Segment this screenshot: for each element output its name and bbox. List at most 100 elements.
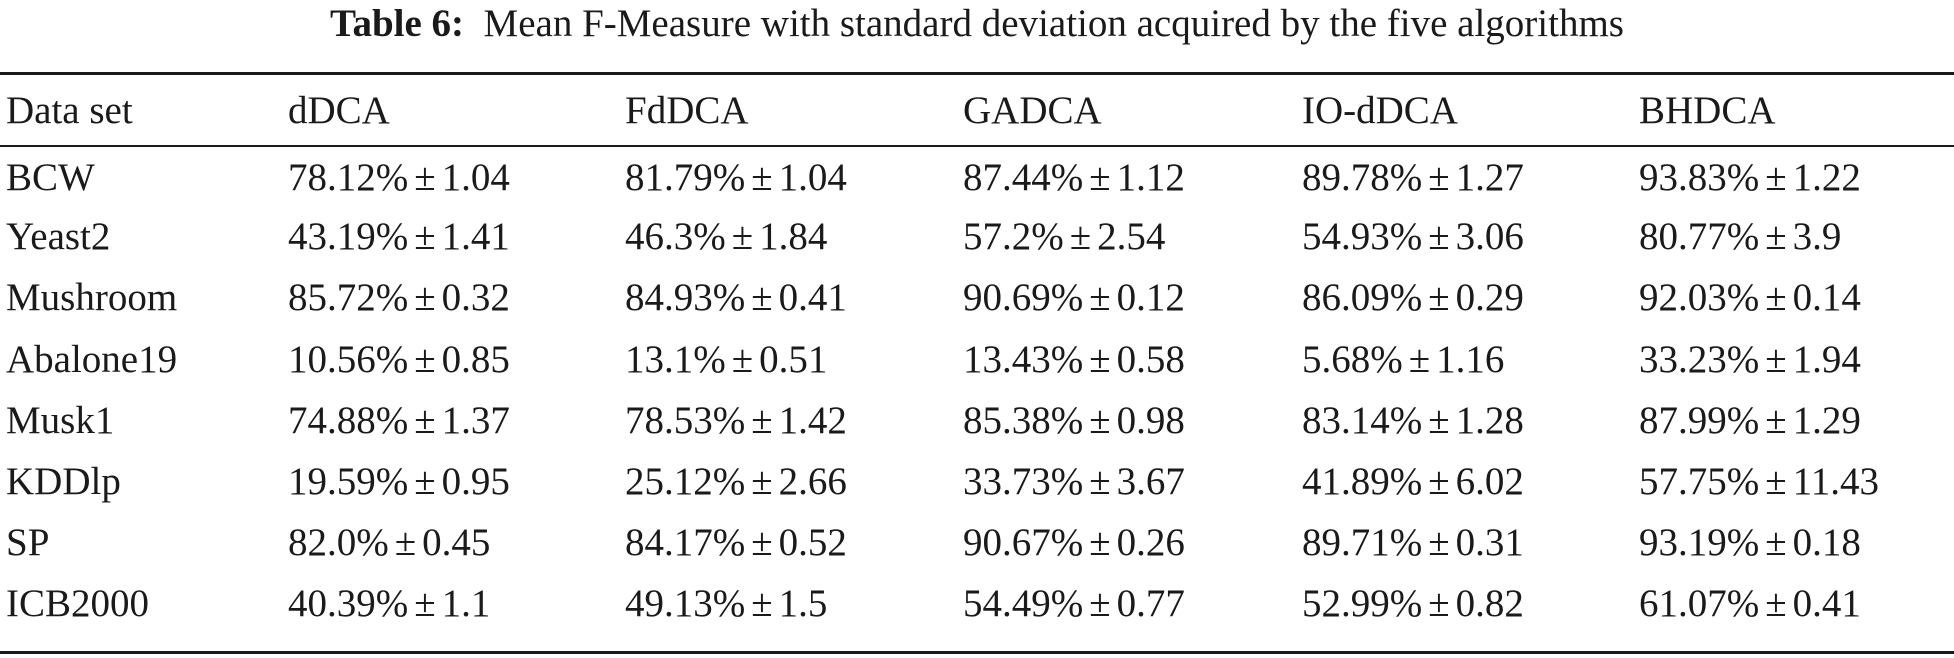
bottom-rule (0, 651, 1954, 654)
std-dev-value: 0.45 (422, 521, 491, 565)
value-cell: 57.2% ±2.54 (963, 206, 1302, 267)
plus-minus-symbol: ± (751, 582, 773, 626)
plus-minus-symbol: ± (394, 521, 417, 565)
table-row: Yeast2 43.19% ±1.41 46.3% ±1.84 57.2% ±2.54 54.… (0, 206, 1954, 267)
value-cell: 61.07% ±0.41 (1639, 573, 1954, 634)
plus-minus-symbol: ± (1765, 582, 1787, 626)
dataset-cell: KDDlp (6, 460, 121, 504)
std-dev-value: 1.94 (1792, 337, 1861, 381)
mean-value: 81.79% (625, 156, 746, 200)
header-fdca: FdDCA (625, 88, 749, 132)
plus-minus-symbol: ± (1089, 460, 1111, 504)
value-cell: 80.77% ±3.9 (1639, 206, 1954, 267)
std-dev-value: 1.12 (1116, 156, 1185, 200)
value-cell: 93.19% ±0.18 (1639, 512, 1954, 573)
plus-minus-symbol: ± (751, 276, 773, 320)
value-cell: 19.59% ±0.95 (288, 451, 625, 512)
plus-minus-symbol: ± (1089, 337, 1111, 381)
mean-value: 10.56% (288, 337, 409, 381)
std-dev-value: 0.58 (1116, 337, 1185, 381)
std-dev-value: 0.51 (759, 337, 828, 381)
mean-value: 13.1% (625, 337, 726, 381)
plus-minus-symbol: ± (751, 521, 773, 565)
value-cell: 78.53% ±1.42 (625, 390, 963, 451)
value-cell: 13.43% ±0.58 (963, 329, 1302, 390)
std-dev-value: 0.41 (778, 276, 847, 320)
plus-minus-symbol: ± (1428, 276, 1450, 320)
value-cell: 85.72% ±0.32 (288, 267, 625, 328)
plus-minus-symbol: ± (1428, 156, 1450, 200)
value-cell: 33.73% ±3.67 (963, 451, 1302, 512)
mean-value: 92.03% (1639, 276, 1760, 320)
std-dev-value: 0.31 (1455, 521, 1524, 565)
mean-value: 90.67% (963, 521, 1084, 565)
mean-value: 25.12% (625, 460, 746, 504)
std-dev-value: 1.5 (778, 582, 828, 626)
mean-value: 93.83% (1639, 156, 1760, 200)
value-cell: 81.79% ±1.04 (625, 145, 963, 206)
mean-value: 93.19% (1639, 521, 1760, 565)
std-dev-value: 0.98 (1116, 398, 1185, 442)
mean-value: 40.39% (288, 582, 409, 626)
value-cell: 93.83% ±1.22 (1639, 145, 1954, 206)
mean-value: 80.77% (1639, 215, 1760, 259)
header-row: Data set dDCA FdDCA GADCA IO-dDCA BHDCA (0, 75, 1954, 145)
plus-minus-symbol: ± (1765, 398, 1787, 442)
std-dev-value: 1.42 (778, 398, 847, 442)
dataset-cell: SP (6, 521, 50, 565)
plus-minus-symbol: ± (1428, 521, 1450, 565)
mean-value: 43.19% (288, 215, 409, 259)
plus-minus-symbol: ± (414, 460, 436, 504)
std-dev-value: 0.26 (1116, 521, 1185, 565)
value-cell: 57.75% ±11.43 (1639, 451, 1954, 512)
std-dev-value: 1.28 (1455, 398, 1524, 442)
value-cell: 13.1% ±0.51 (625, 329, 963, 390)
std-dev-value: 0.41 (1792, 582, 1861, 626)
value-cell: 74.88% ±1.37 (288, 390, 625, 451)
value-cell: 46.3% ±1.84 (625, 206, 963, 267)
mean-value: 83.14% (1302, 398, 1423, 442)
caption-text: Mean F-Measure with standard deviation a… (483, 2, 1624, 45)
mean-value: 87.44% (963, 156, 1084, 200)
plus-minus-symbol: ± (1428, 215, 1450, 259)
std-dev-value: 1.41 (441, 215, 510, 259)
mean-value: 33.23% (1639, 337, 1760, 381)
mean-value: 78.53% (625, 398, 746, 442)
mean-value: 84.17% (625, 521, 746, 565)
mean-value: 54.49% (963, 582, 1084, 626)
value-cell: 49.13% ±1.5 (625, 573, 963, 634)
plus-minus-symbol: ± (1089, 521, 1111, 565)
value-cell: 92.03% ±0.14 (1639, 267, 1954, 328)
plus-minus-symbol: ± (414, 582, 436, 626)
mean-value: 33.73% (963, 460, 1084, 504)
std-dev-value: 0.29 (1455, 276, 1524, 320)
plus-minus-symbol: ± (1428, 582, 1450, 626)
mean-value: 86.09% (1302, 276, 1423, 320)
value-cell: 84.17% ±0.52 (625, 512, 963, 573)
table-body: BCW 78.12% ±1.04 81.79% ±1.04 87.44% ±1.12 89.7… (0, 145, 1954, 635)
value-cell: 83.14% ±1.28 (1302, 390, 1639, 451)
plus-minus-symbol: ± (414, 398, 436, 442)
value-cell: 85.38% ±0.98 (963, 390, 1302, 451)
mean-value: 46.3% (625, 215, 726, 259)
mean-value: 78.12% (288, 156, 409, 200)
plus-minus-symbol: ± (414, 215, 436, 259)
mean-value: 13.43% (963, 337, 1084, 381)
value-cell: 78.12% ±1.04 (288, 145, 625, 206)
value-cell: 43.19% ±1.41 (288, 206, 625, 267)
header-gadca: GADCA (963, 88, 1102, 132)
table-row: BCW 78.12% ±1.04 81.79% ±1.04 87.44% ±1.12 89.7… (0, 145, 1954, 206)
std-dev-value: 1.37 (441, 398, 510, 442)
plus-minus-symbol: ± (1765, 521, 1787, 565)
plus-minus-symbol: ± (1089, 276, 1111, 320)
value-cell: 87.99% ±1.29 (1639, 390, 1954, 451)
std-dev-value: 2.54 (1097, 215, 1166, 259)
value-cell: 5.68% ±1.16 (1302, 329, 1639, 390)
value-cell: 33.23% ±1.94 (1639, 329, 1954, 390)
std-dev-value: 2.66 (778, 460, 847, 504)
value-cell: 89.78% ±1.27 (1302, 145, 1639, 206)
value-cell: 25.12% ±2.66 (625, 451, 963, 512)
std-dev-value: 1.1 (441, 582, 491, 626)
table-row: SP 82.0% ±0.45 84.17% ±0.52 90.67% ±0.26 89.71%… (0, 512, 1954, 573)
value-cell: 90.69% ±0.12 (963, 267, 1302, 328)
